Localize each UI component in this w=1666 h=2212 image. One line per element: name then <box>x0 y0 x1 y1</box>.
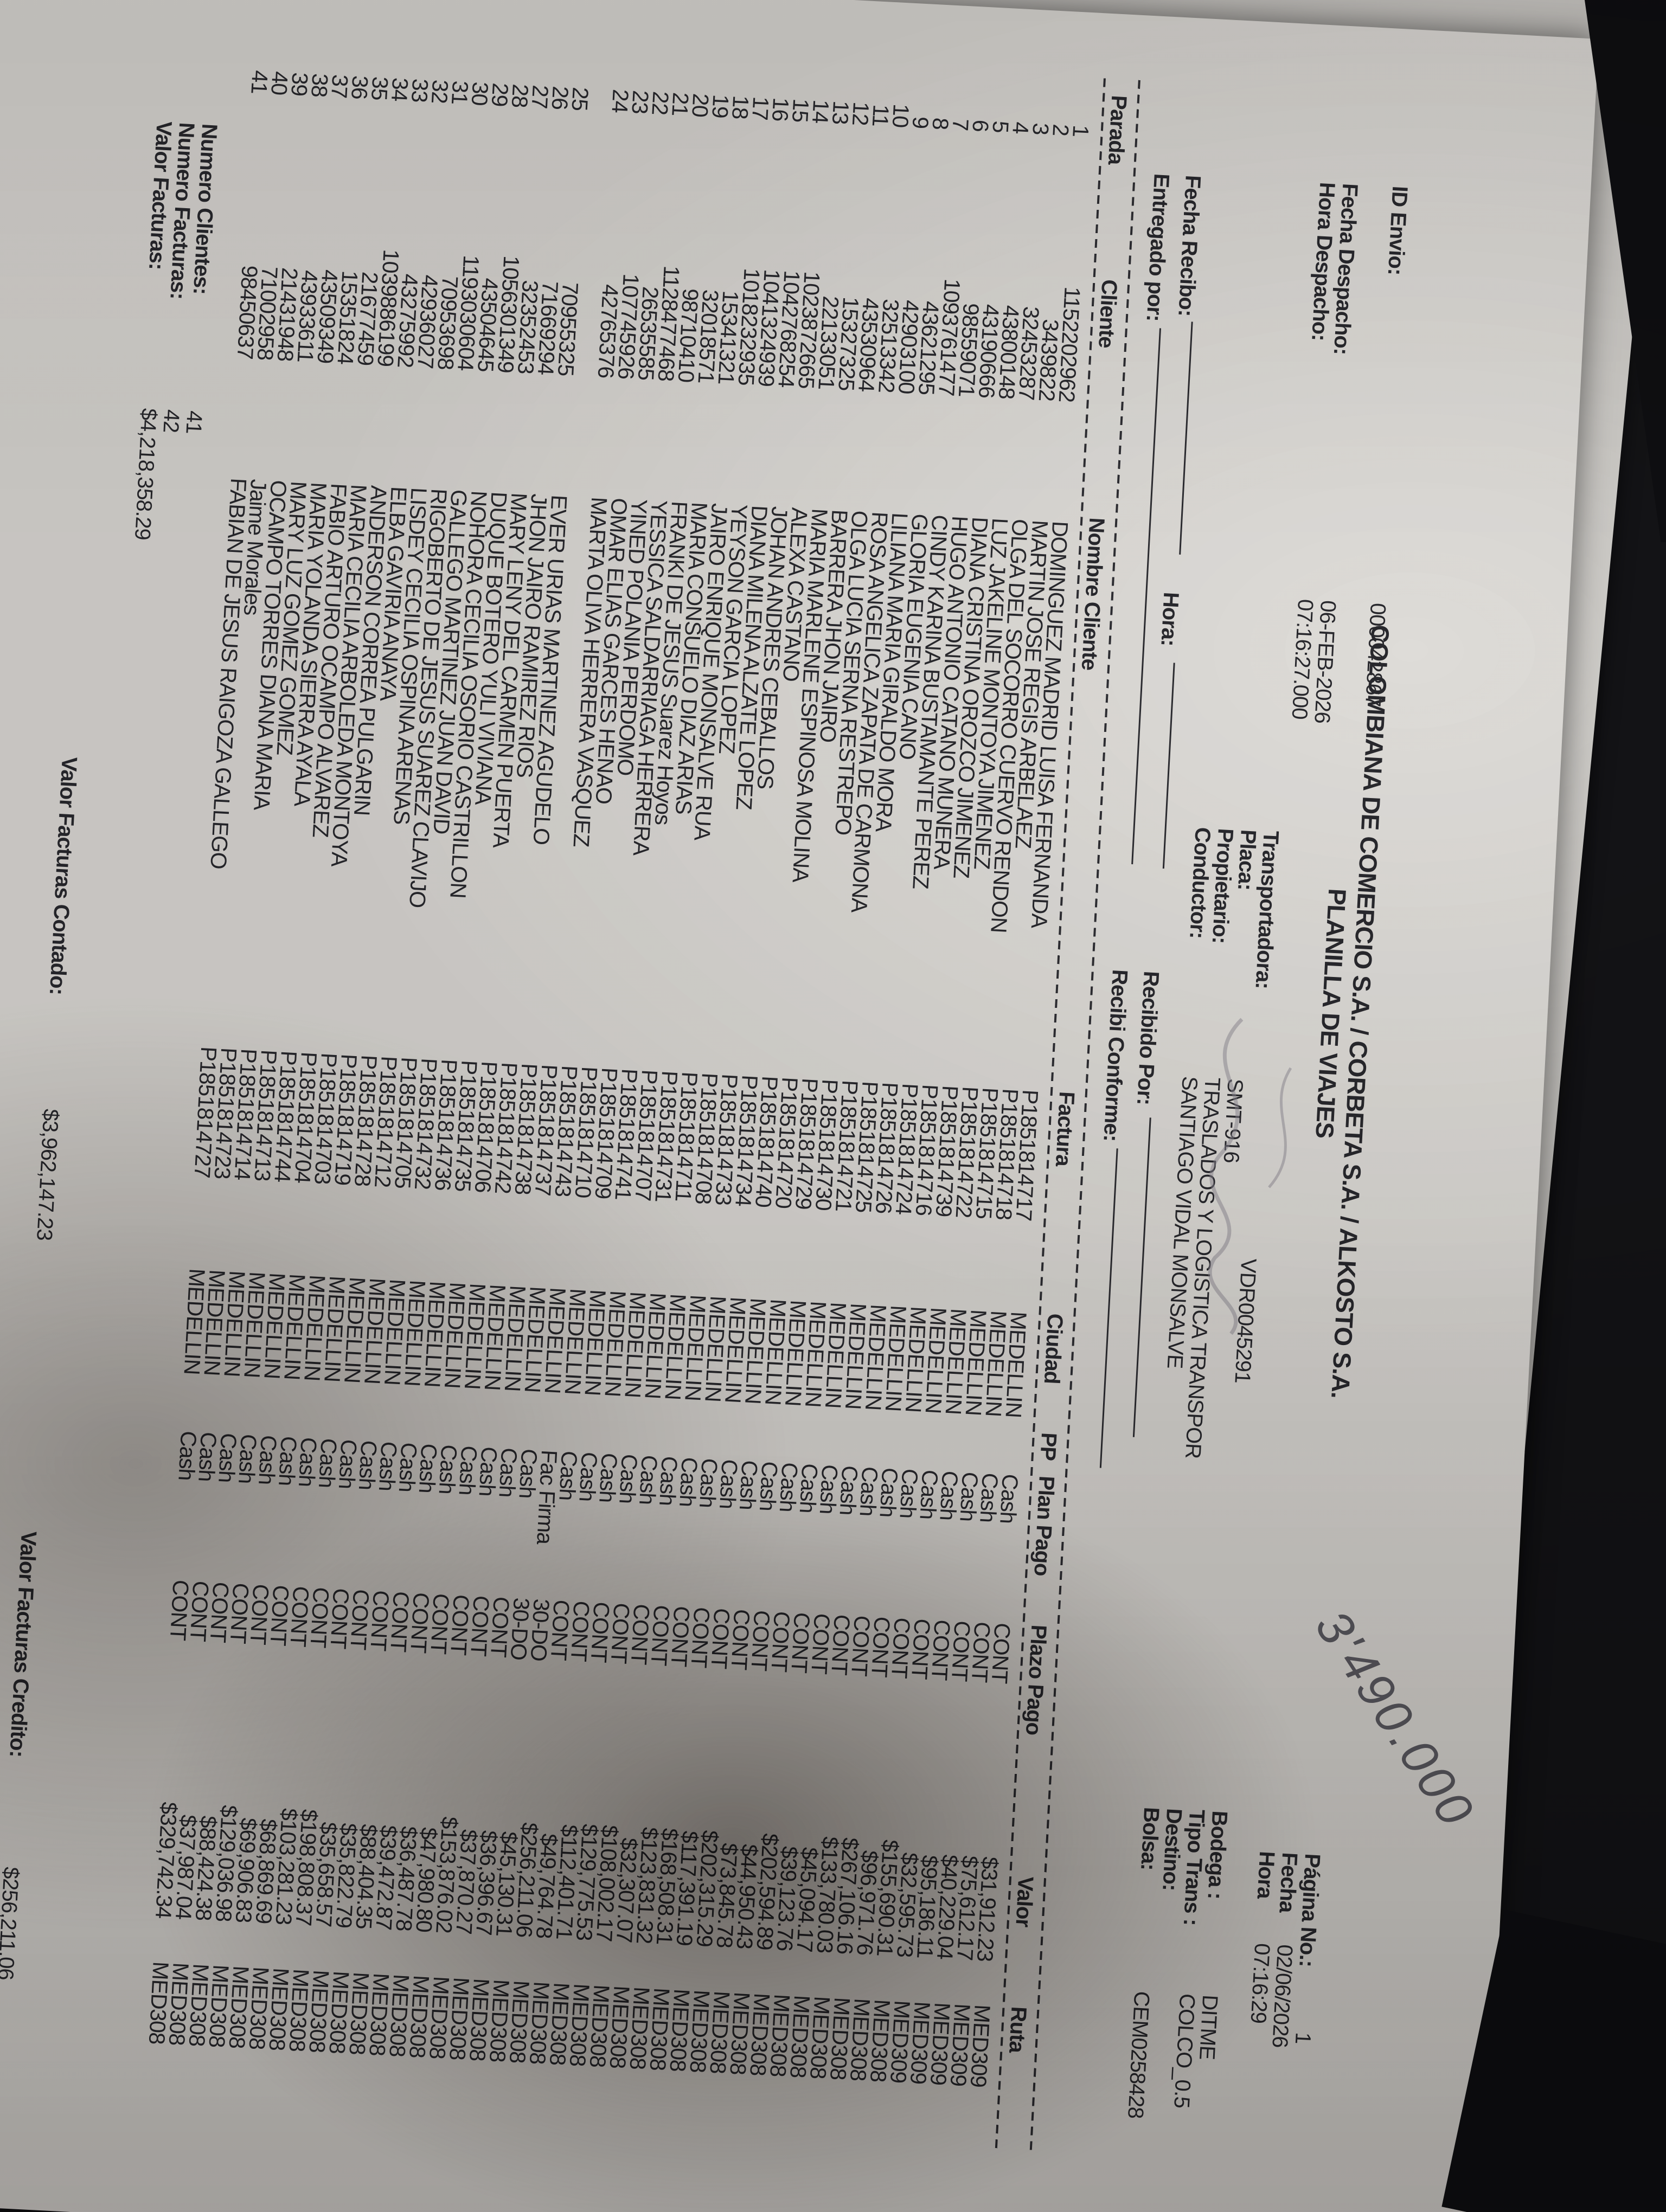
id-envio-label: ID Envio: <box>1383 185 1412 276</box>
contado-value: $3,962,147.23 <box>32 1108 63 1241</box>
planilla-document: COLOMBIANA DE COMERCIO S.A. / CORBETA S.… <box>0 69 1412 2154</box>
entregado-por-label: Entregado por: <box>1142 173 1174 322</box>
col-header-plazo-pago: Plazo Pago <box>1021 1624 1051 1736</box>
credito-label: Valor Facturas Credito: <box>5 1531 41 1758</box>
hora-label: Hora <box>1252 1850 1279 1899</box>
pagina-value: 1 <box>1290 2031 1315 2044</box>
transportadora-value: VDR0045291 <box>1230 1258 1261 1384</box>
cell-plazo: CONT <box>165 1579 194 1641</box>
col-header-parada: Parada <box>1103 94 1131 165</box>
recibi-conforme-label: Recibi Conforme: <box>1099 968 1132 1142</box>
valor-facturas-value: $4,218,358.29 <box>130 407 161 541</box>
col-header-ruta: Ruta <box>1004 2005 1031 2053</box>
col-header-factura: Factura <box>1050 1091 1079 1167</box>
bolsa-label: Bolsa: <box>1136 1806 1164 1871</box>
col-header-cliente: Cliente <box>1093 279 1122 349</box>
col-header-pp: PP <box>1035 1432 1061 1461</box>
col-header-valor: Valor <box>1011 1876 1038 1928</box>
bolsa-value: CEM0258428 <box>1123 1990 1154 2119</box>
num-clientes-value: 41 <box>181 410 207 435</box>
tipo-trans-value: COLCO_0.5 <box>1169 1993 1200 2109</box>
hora-value: 07:16:29 <box>1246 1943 1274 2024</box>
recibido-por-label: Recibido Por: <box>1132 970 1163 1106</box>
paper-sheet: COLOMBIANA DE COMERCIO S.A. / CORBETA S.… <box>0 0 1599 2212</box>
fecha-recibo-line <box>1179 321 1215 556</box>
col-header-plan-pago: Plan Pago <box>1029 1475 1059 1577</box>
credito-value: $256,211.06 <box>0 1866 23 1980</box>
cell-ruta: MED308 <box>144 1960 174 2045</box>
fecha-recibo-label: Fecha Recibo: <box>1174 175 1205 317</box>
contado-label: Valor Facturas Contado: <box>44 756 81 996</box>
col-header-ciudad: Ciudad <box>1039 1313 1067 1385</box>
cell-parada: 41 <box>246 69 273 95</box>
num-facturas-value: 42 <box>158 409 184 433</box>
cell-plan: Cash <box>174 1430 202 1481</box>
